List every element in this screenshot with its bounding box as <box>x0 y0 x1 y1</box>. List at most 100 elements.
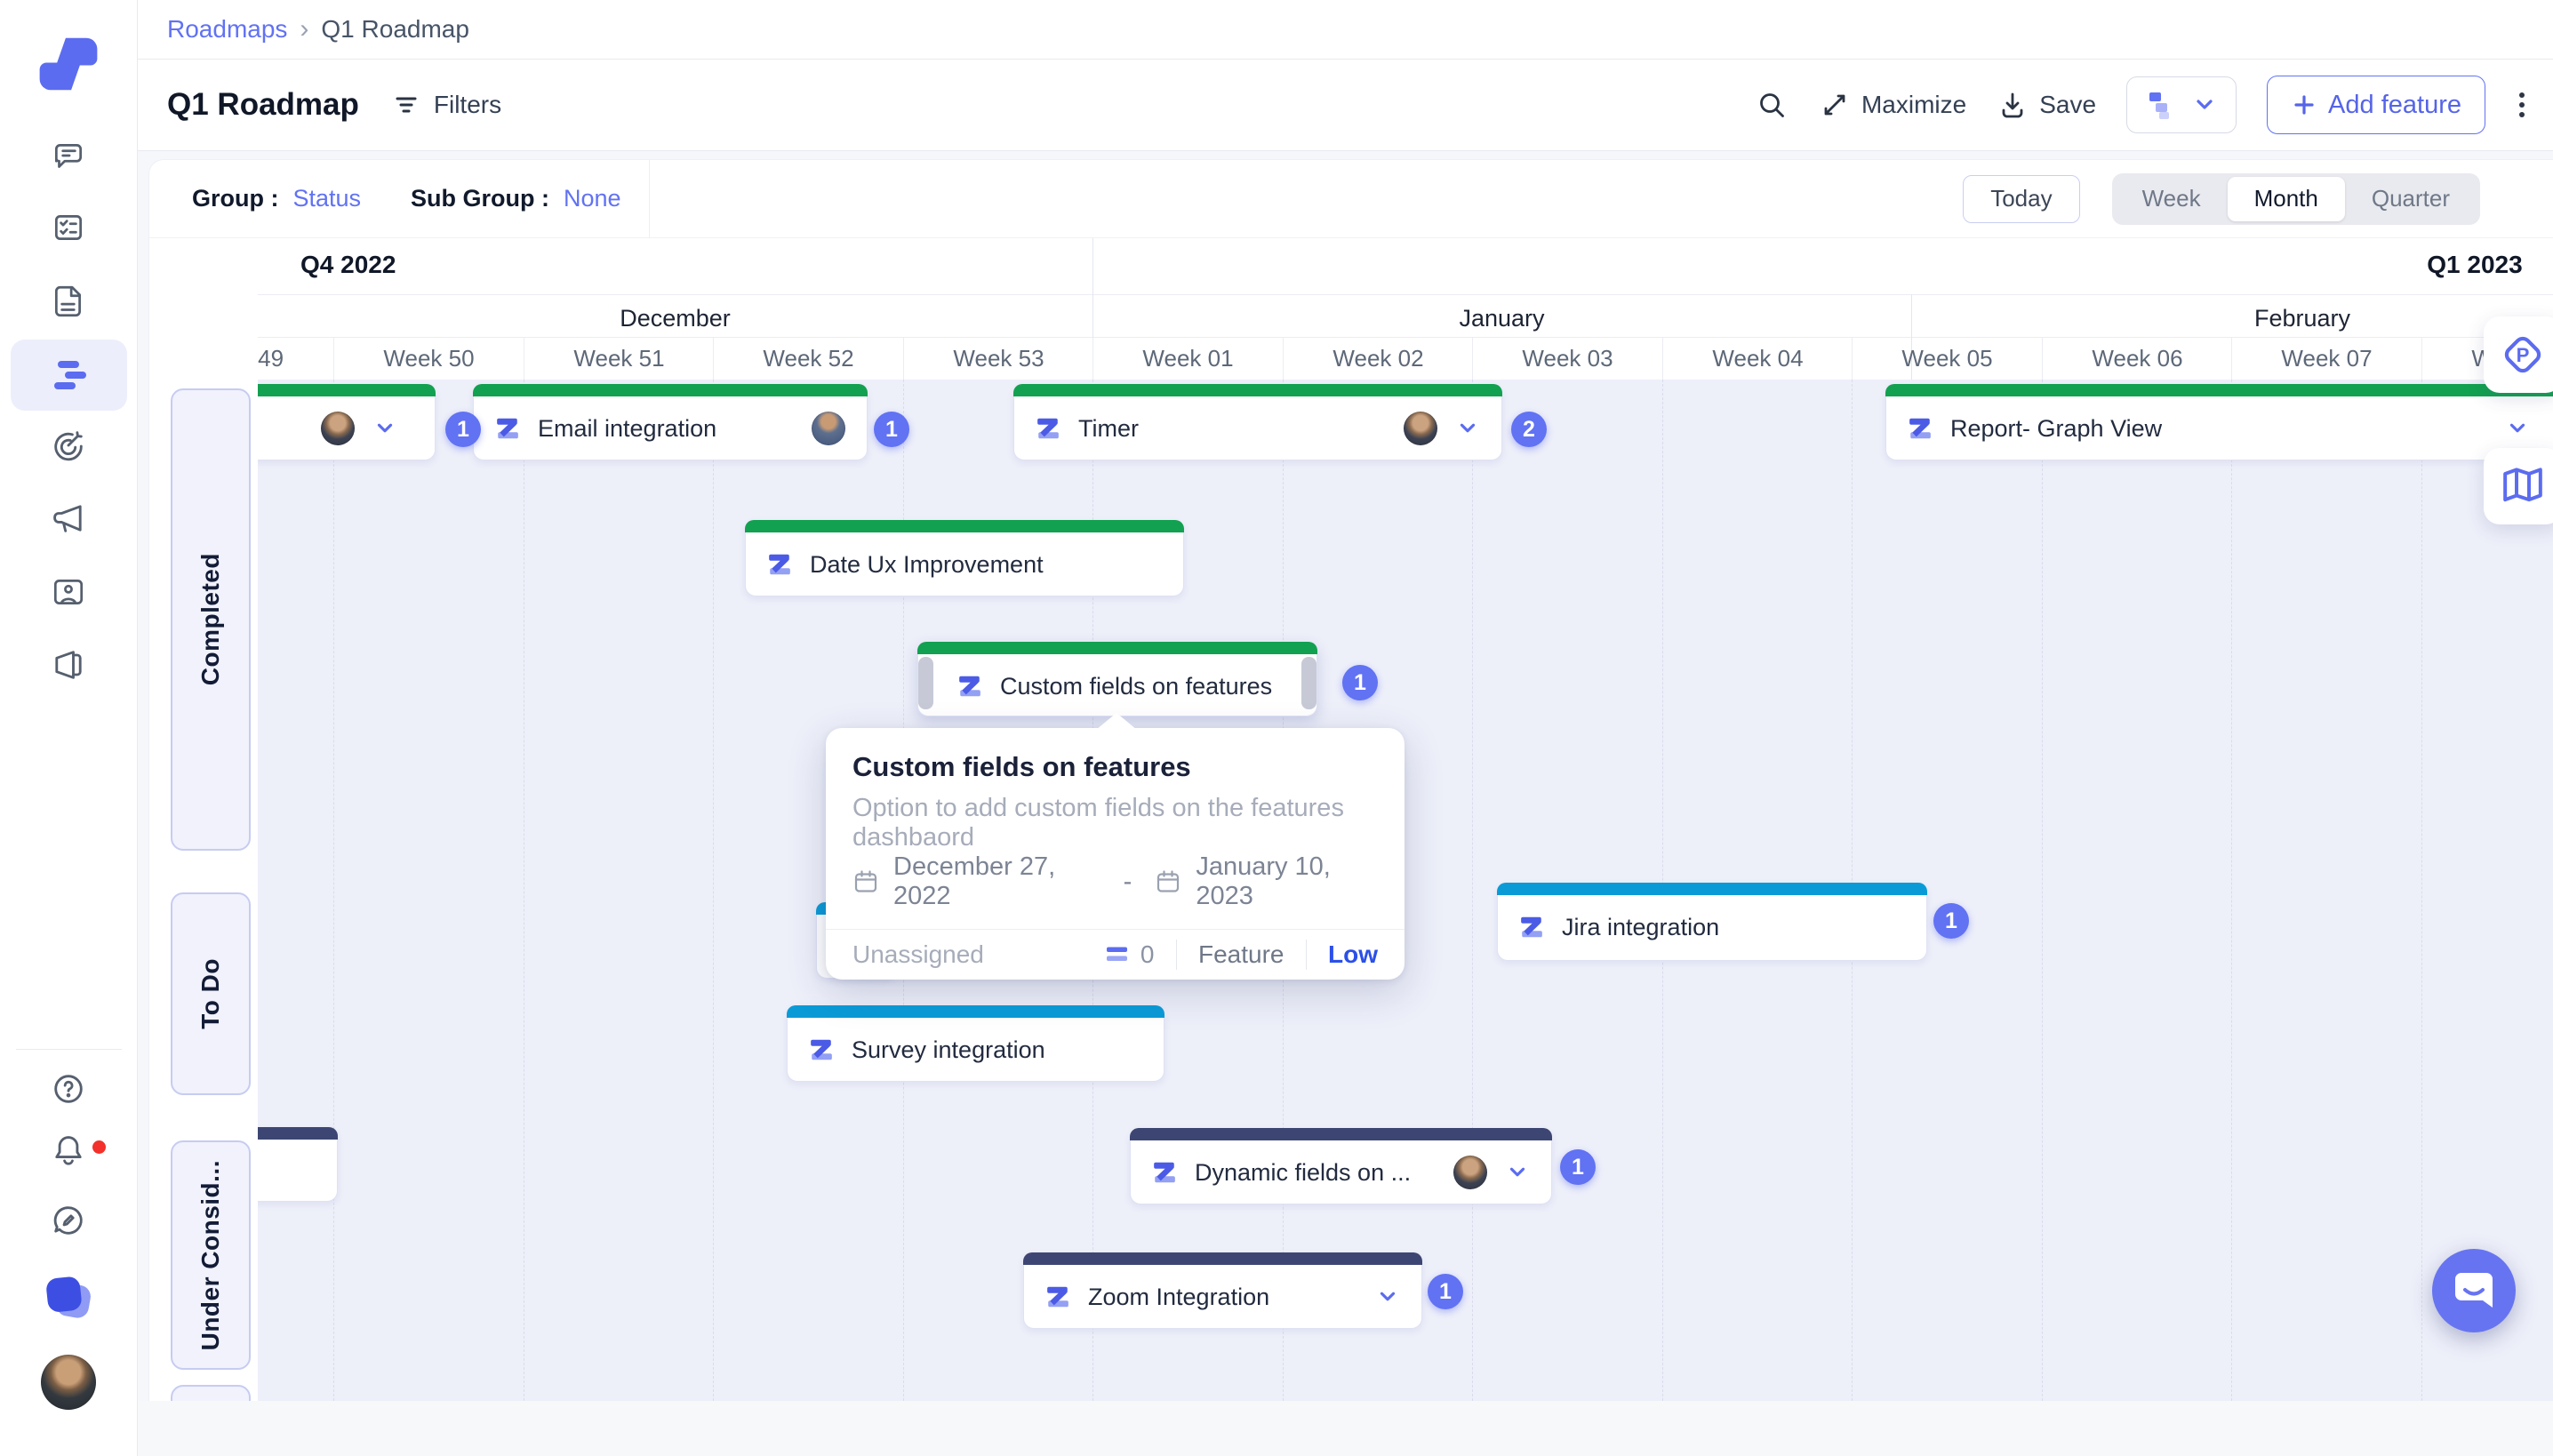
feature-card-selected[interactable]: Custom fields on features <box>917 642 1317 716</box>
announcement-icon[interactable] <box>49 499 88 538</box>
feature-z-icon <box>957 674 982 699</box>
feature-card[interactable]: Dynamic fields on ... <box>1130 1128 1552 1204</box>
feature-card[interactable] <box>258 384 436 460</box>
feature-card[interactable]: Report- Graph View <box>1885 384 2553 460</box>
chevron-down-icon[interactable] <box>2505 416 2530 441</box>
month-boundary <box>1911 294 1912 380</box>
end-date: January 10, 2023 <box>1196 852 1331 910</box>
zoom-option-quarter[interactable]: Quarter <box>2371 185 2450 212</box>
linked-count-badge[interactable]: 2 <box>1511 412 1547 447</box>
filter-lines-icon <box>391 90 421 120</box>
download-icon <box>1997 89 2029 121</box>
feature-label: Timer <box>1078 414 1139 442</box>
gantt-body: 1 Email integration 1 Timer 2 <box>258 380 2553 1401</box>
group-chip-under-consideration[interactable]: Under Consid... <box>171 1140 251 1370</box>
feature-card[interactable]: Jira integration <box>1497 883 1927 961</box>
roadmap-icon <box>49 358 88 392</box>
chevron-down-icon[interactable] <box>1375 1284 1400 1309</box>
feature-z-icon <box>809 1037 834 1062</box>
subgroup-label: Sub Group : <box>411 185 550 212</box>
group-value[interactable]: Status <box>292 185 362 212</box>
votes-icon <box>1105 945 1130 964</box>
feature-card[interactable]: Email integration <box>473 384 868 460</box>
breadcrumb-chevron-icon: › <box>300 14 309 44</box>
group-chip-completed[interactable]: Completed <box>171 388 251 851</box>
group-chip-todo[interactable]: To Do <box>171 892 251 1095</box>
zoom-option-month[interactable]: Month <box>2227 176 2345 221</box>
linked-count-badge[interactable]: 1 <box>1560 1149 1596 1185</box>
page-title: Q1 Roadmap <box>167 87 359 122</box>
linked-count-badge[interactable]: 1 <box>874 412 909 447</box>
quarter-label: Q1 2023 <box>2427 251 2523 278</box>
week-cell: Week 04 <box>1662 338 1853 380</box>
linked-count-badge[interactable]: 1 <box>1428 1274 1463 1309</box>
zoom-segmented-control: Week Month Quarter <box>2111 172 2480 225</box>
feedback-bubble-icon[interactable] <box>50 138 87 175</box>
save-button[interactable]: Save <box>1997 89 2096 121</box>
zoom-option-week[interactable]: Week <box>2141 185 2201 212</box>
filters-label: Filters <box>433 91 502 118</box>
checklist-icon[interactable] <box>50 209 87 246</box>
feature-label: Date Ux Improvement <box>810 550 1044 578</box>
linked-count-badge[interactable]: 1 <box>1342 665 1378 700</box>
week-cell: Week 51 <box>524 338 714 380</box>
feature-z-icon <box>495 416 520 441</box>
week-cell: Week 50 <box>333 338 524 380</box>
breadcrumb-current: Q1 Roadmap <box>321 15 469 43</box>
document-icon[interactable] <box>50 283 87 320</box>
sidebar-divider <box>16 1049 122 1050</box>
product-tour-button[interactable]: P <box>2484 316 2553 393</box>
search-button[interactable] <box>1755 88 1789 122</box>
maximize-label: Maximize <box>1861 91 1967 118</box>
month-cell: January <box>1459 304 1545 332</box>
zeda-logo[interactable] <box>36 31 101 97</box>
customers-icon[interactable] <box>49 573 88 611</box>
assignee-avatar <box>321 412 355 445</box>
map-guide-button[interactable] <box>2484 448 2553 524</box>
tooltip-priority: Low <box>1328 940 1378 968</box>
today-button[interactable]: Today <box>1963 174 2080 223</box>
write-feedback-icon[interactable] <box>49 1201 88 1240</box>
tooltip-title: Custom fields on features <box>852 751 1191 782</box>
assignee-avatar <box>1404 412 1437 445</box>
month-cell: December <box>620 304 731 332</box>
linked-count-badge[interactable]: 1 <box>1933 903 1969 939</box>
chevron-down-icon[interactable] <box>1455 416 1480 441</box>
help-icon[interactable] <box>49 1069 88 1108</box>
breadcrumb-root[interactable]: Roadmaps <box>167 15 288 43</box>
tooltip-dates: December 27, 2022 - January 10, 2023 <box>826 852 1405 929</box>
tooltip-description: Option to add custom fields on the featu… <box>852 794 1344 852</box>
workspace-logo[interactable] <box>39 1268 98 1327</box>
maximize-button[interactable]: Maximize <box>1819 89 1966 121</box>
save-label: Save <box>2039 91 2097 118</box>
tooltip-type: Feature <box>1198 940 1285 968</box>
feature-tooltip: Custom fields on features Option to add … <box>826 728 1405 980</box>
quarter-label: Q4 2022 <box>300 251 396 278</box>
group-chip-partial[interactable] <box>171 1385 251 1401</box>
feature-card[interactable]: Zoom Integration <box>1023 1252 1422 1329</box>
filters-button[interactable]: Filters <box>391 90 501 120</box>
view-type-dropdown[interactable] <box>2126 76 2237 133</box>
subgroup-value[interactable]: None <box>564 185 621 212</box>
chat-support-button[interactable] <box>2432 1249 2516 1332</box>
releases-icon[interactable] <box>49 645 88 684</box>
chevron-down-icon[interactable] <box>372 416 397 441</box>
feature-card[interactable] <box>258 1127 338 1202</box>
goal-target-icon[interactable] <box>49 426 88 465</box>
feature-label: Dynamic fields on ... <box>1195 1158 1412 1186</box>
map-icon <box>2498 461 2548 511</box>
chevron-down-icon[interactable] <box>1505 1160 1530 1185</box>
add-feature-button[interactable]: Add feature <box>2267 76 2485 134</box>
resize-handle-right[interactable] <box>1301 657 1317 709</box>
feature-z-icon <box>1045 1284 1070 1309</box>
linked-count-badge[interactable]: 1 <box>445 412 481 447</box>
feature-card[interactable]: Survey integration <box>787 1005 1164 1082</box>
feature-card[interactable]: Date Ux Improvement <box>745 520 1184 596</box>
notifications-bell-icon[interactable] <box>49 1132 88 1171</box>
feature-card[interactable]: Timer <box>1013 384 1502 460</box>
user-avatar[interactable] <box>41 1355 96 1410</box>
feature-z-icon <box>1036 416 1060 441</box>
resize-handle-left[interactable] <box>918 657 933 709</box>
feature-z-icon <box>767 552 792 577</box>
more-options-kebab[interactable] <box>2516 88 2528 122</box>
